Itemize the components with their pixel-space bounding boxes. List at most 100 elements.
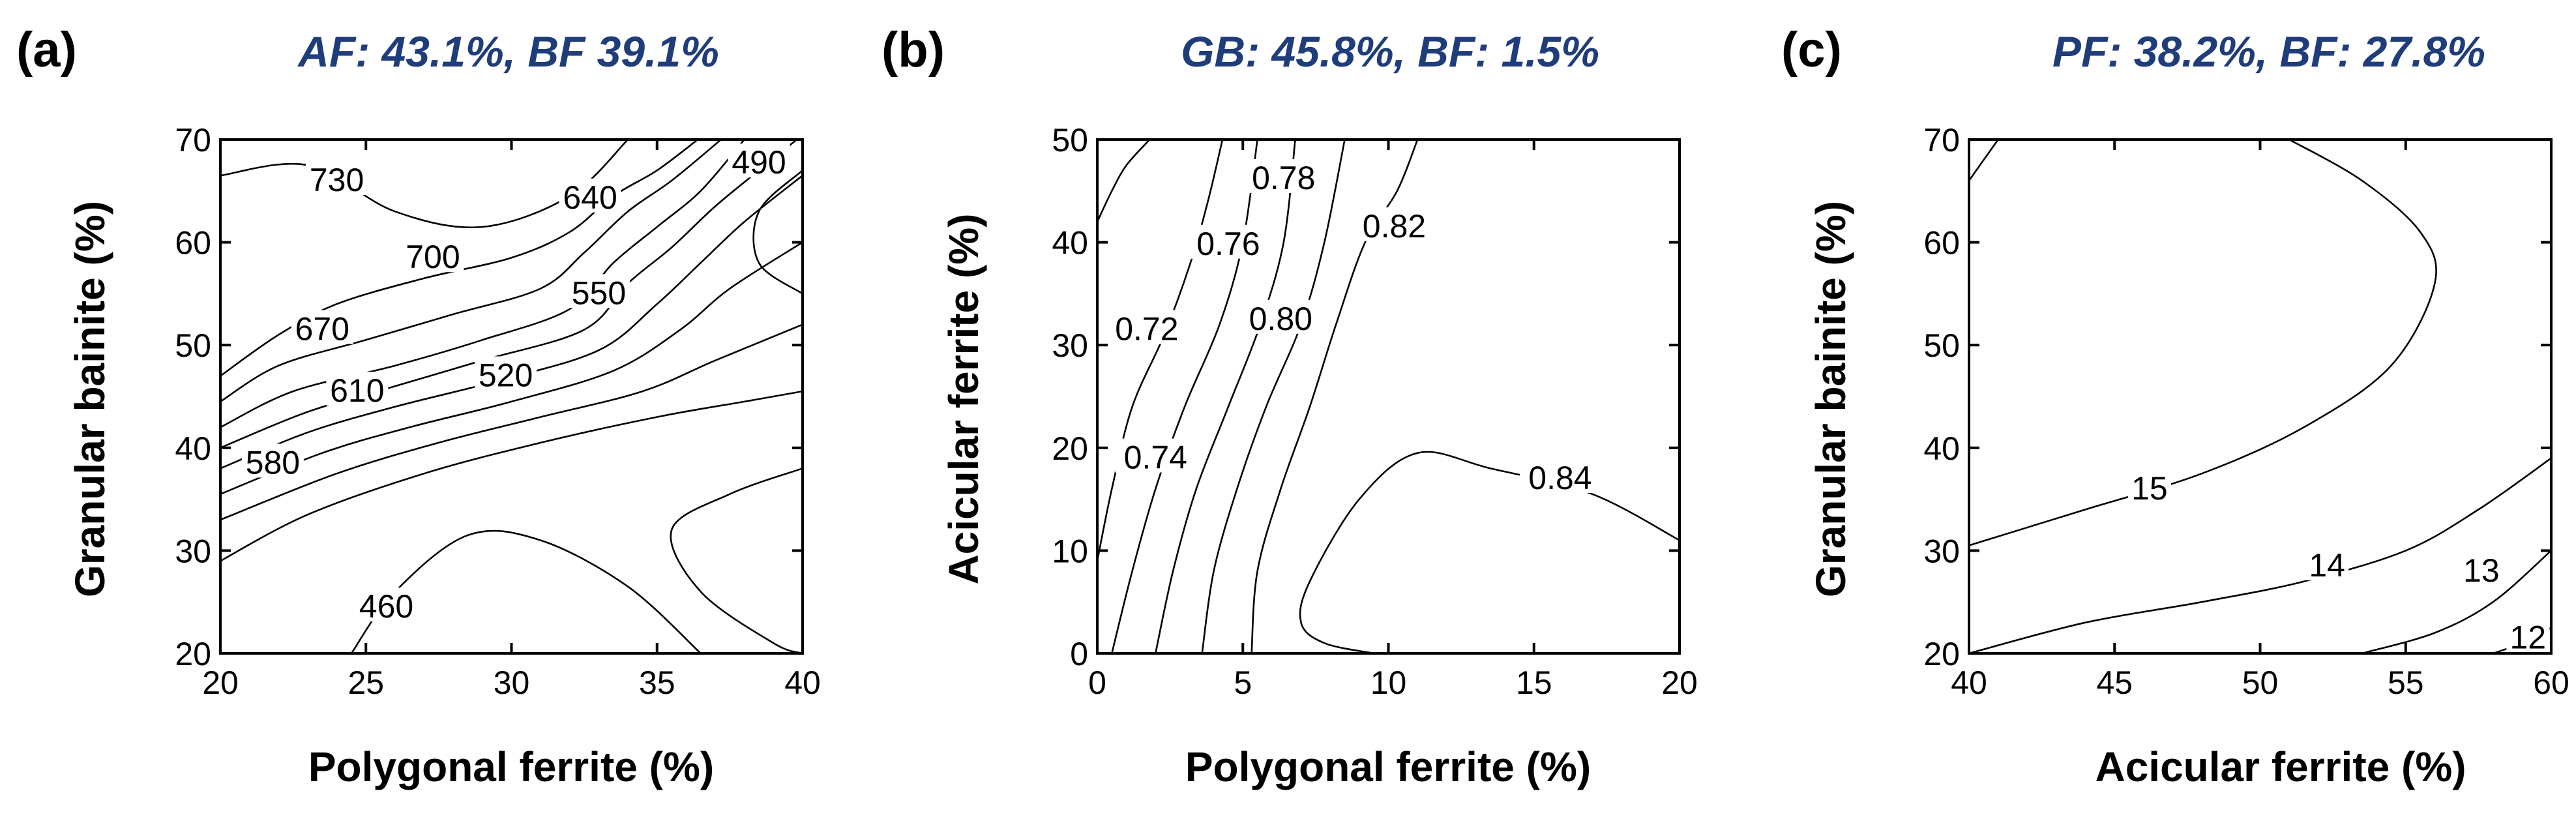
panel-a-contour-line-5 bbox=[220, 174, 803, 469]
panel-a-contour-label-background bbox=[355, 588, 418, 622]
panel-a-contour-line-7 bbox=[220, 323, 803, 521]
panel-a-title: AF: 43.1%, BF 39.1% bbox=[297, 27, 719, 76]
panel-b-x-tick-label: 15 bbox=[1516, 664, 1552, 701]
panel-b-contour-line-7 bbox=[1299, 451, 1680, 653]
panel-b-x-tick-label: 20 bbox=[1661, 664, 1698, 701]
panel-b-y-tick-label: 30 bbox=[1052, 327, 1088, 364]
panel-b-contour-label: 0.82 bbox=[1363, 208, 1426, 245]
panel-a-contours bbox=[220, 140, 803, 653]
panel-a-contour-label: 700 bbox=[406, 239, 460, 275]
panel-a-contour-line-6 bbox=[220, 241, 803, 495]
panel-c-ticks: 40 45 50 55 60 20 30 40 50 60 70 bbox=[1923, 122, 2569, 701]
panel-c-contours bbox=[1969, 140, 2551, 653]
panel-letter-c: (c) bbox=[1781, 22, 1842, 78]
panel-a-contour-label-background bbox=[402, 238, 464, 273]
panel-b-x-tick-label: 10 bbox=[1370, 664, 1407, 701]
panel-b-contour-label-background bbox=[1240, 299, 1322, 334]
panel-b-contour-line-6 bbox=[1251, 140, 1419, 653]
panel-b-contour-labels: 0.78 0.76 0.82 0.80 0.72 0.74 0.84 bbox=[1106, 158, 1601, 496]
panel-b-contour-label-background bbox=[1106, 310, 1187, 344]
panel-c-x-axis-title: Acicular ferrite (%) bbox=[2095, 743, 2466, 790]
panel-letter-a: (a) bbox=[16, 22, 77, 78]
panel-b-contour-label: 0.78 bbox=[1252, 160, 1315, 196]
panel-b-y-tick-label: 40 bbox=[1052, 225, 1088, 261]
panel-a-contour-label-background bbox=[475, 356, 537, 391]
panel-b-contour-label: 0.72 bbox=[1115, 311, 1178, 348]
panel-a-contour-line-2 bbox=[220, 140, 722, 403]
panel-b-y-tick-label: 50 bbox=[1052, 122, 1088, 158]
panel-a-contour-label: 580 bbox=[246, 444, 300, 481]
panel-a-contour-label: 640 bbox=[563, 179, 617, 216]
panel-a-x-tick-label: 35 bbox=[639, 664, 675, 701]
panel-b-contour-line-2 bbox=[1097, 140, 1224, 562]
panel-c-x-tick-label: 50 bbox=[2242, 664, 2279, 701]
panel-b-contour-label: 0.74 bbox=[1124, 439, 1187, 476]
panel-b-contour-label-background bbox=[1243, 158, 1324, 193]
panel-a-contour-label-background bbox=[291, 310, 353, 344]
panel-a-contour-line-11 bbox=[670, 468, 803, 653]
panel-a-y-tick-label: 30 bbox=[175, 533, 211, 569]
panel-c-contour-label: 15 bbox=[2131, 470, 2168, 507]
panel-c-x-tick-label: 60 bbox=[2533, 664, 2569, 701]
panel-b-y-tick-label: 10 bbox=[1052, 533, 1088, 569]
panel-c-contour-label: 14 bbox=[2309, 547, 2345, 584]
panel-a-ticks: 20 25 30 35 40 20 30 40 50 60 70 bbox=[175, 122, 820, 701]
panel-c-y-axis-title: Granular bainite (%) bbox=[1807, 201, 1854, 597]
panel-a-x-tick-label: 30 bbox=[494, 664, 530, 701]
panel-b-contour-line-4 bbox=[1155, 140, 1296, 653]
panel-a-x-tick-label: 20 bbox=[202, 664, 239, 701]
panel-a-contour-label: 490 bbox=[732, 144, 786, 181]
panel-c-contour-line-5 bbox=[1969, 140, 1999, 182]
panel-c-contour-label-background bbox=[2506, 618, 2550, 653]
panel-b-contour-line-3 bbox=[1111, 140, 1258, 653]
panel-c-title: PF: 38.2%, BF: 27.8% bbox=[2052, 27, 2485, 76]
panel-c-contour-label-background bbox=[2459, 551, 2503, 586]
panel-a-contour-label: 610 bbox=[330, 372, 384, 409]
panel-a-contour-line-12 bbox=[752, 170, 803, 295]
panel-a: (a) AF: 43.1%, BF 39.1% Polygonal ferrit… bbox=[16, 22, 821, 790]
panel-a-contour-label: 460 bbox=[359, 588, 413, 625]
panel-b-contour-line-1 bbox=[1097, 140, 1151, 223]
panel-c-contour-label-background bbox=[2127, 469, 2171, 503]
panel-a-y-axis-title: Granular bainite (%) bbox=[67, 201, 113, 597]
panel-c-y-tick-label: 40 bbox=[1923, 430, 1960, 467]
panel-b-contour-label-background bbox=[1115, 438, 1196, 473]
panel-c-y-tick-label: 30 bbox=[1923, 533, 1960, 569]
panel-b-contour-line-5 bbox=[1201, 140, 1346, 653]
panel-a-contour-label-background bbox=[241, 443, 304, 478]
panel-a-contour-label-background bbox=[559, 178, 621, 213]
panel-a-contour-label-background bbox=[567, 274, 630, 308]
panel-b-contour-label: 0.84 bbox=[1528, 460, 1591, 496]
panel-a-contour-label: 550 bbox=[572, 275, 626, 311]
panel-a-contour-labels: 730 700 640 490 670 550 610 520 580 460 bbox=[241, 143, 790, 625]
panel-c-y-tick-label: 50 bbox=[1923, 327, 1960, 364]
panel-c-y-tick-label: 60 bbox=[1923, 225, 1960, 261]
panel-b-contour-label-background bbox=[1354, 207, 1435, 241]
panel-a-y-tick-label: 70 bbox=[175, 122, 211, 158]
panel-c-x-tick-label: 40 bbox=[1951, 664, 1987, 701]
panel-b-ticks: 0 5 10 15 20 0 10 20 30 40 50 bbox=[1052, 122, 1697, 701]
panel-a-y-tick-label: 20 bbox=[175, 636, 211, 672]
panel-a-contour-line-8 bbox=[220, 390, 803, 562]
panel-b-contour-label-background bbox=[1187, 224, 1269, 259]
panel-c-x-tick-label: 55 bbox=[2388, 664, 2424, 701]
panel-a-y-tick-label: 40 bbox=[175, 430, 211, 467]
panel-a-x-axis-title: Polygonal ferrite (%) bbox=[308, 743, 714, 790]
panel-c-contour-label-background bbox=[2305, 546, 2349, 581]
panel-c-contour-line-2 bbox=[1969, 457, 2551, 653]
panel-a-plot-frame bbox=[219, 138, 804, 655]
panel-b-x-axis-title: Polygonal ferrite (%) bbox=[1185, 743, 1591, 790]
panel-c-contour-line-3 bbox=[2361, 550, 2551, 653]
panel-c-contour-line-1 bbox=[1969, 140, 2438, 546]
panel-b-contour-label: 0.80 bbox=[1249, 301, 1312, 337]
panel-b-contour-label-background bbox=[1519, 459, 1601, 494]
panel-a-contour-label-background bbox=[306, 161, 368, 196]
panel-a-contour-label-background bbox=[326, 372, 389, 406]
panel-b-title: GB: 45.8%, BF: 1.5% bbox=[1181, 27, 1599, 76]
panel-b-y-tick-label: 20 bbox=[1052, 430, 1088, 467]
panel-c-y-tick-label: 70 bbox=[1923, 122, 1960, 158]
panel-a-y-tick-label: 60 bbox=[175, 225, 211, 261]
panel-c: (c) PF: 38.2%, BF: 27.8% Acicular ferrit… bbox=[1781, 22, 2569, 790]
panel-a-x-tick-label: 25 bbox=[348, 664, 384, 701]
